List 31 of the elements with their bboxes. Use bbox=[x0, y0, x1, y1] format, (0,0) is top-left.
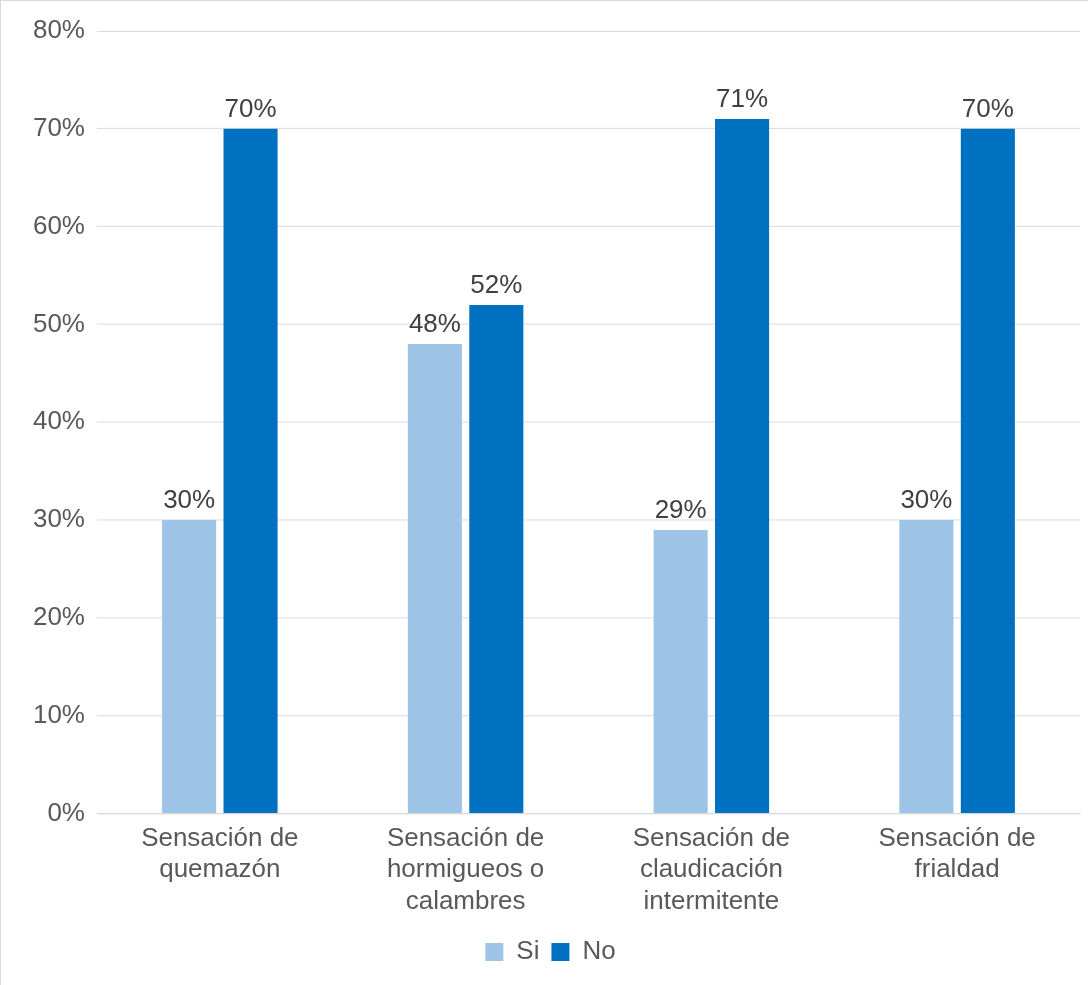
y-tick-label: 40% bbox=[32, 405, 85, 436]
bar bbox=[715, 119, 770, 814]
data-label: 30% bbox=[900, 484, 953, 515]
legend-label: Si bbox=[516, 935, 540, 966]
y-tick-label: 30% bbox=[32, 503, 85, 534]
y-tick-label: 80% bbox=[32, 14, 85, 45]
data-label: 70% bbox=[224, 92, 277, 123]
bar bbox=[653, 529, 708, 814]
legend-label: No bbox=[582, 935, 616, 966]
bar bbox=[899, 520, 954, 814]
bar bbox=[223, 128, 278, 814]
data-label: 52% bbox=[470, 269, 523, 300]
x-tick-label: Sensación de claudicación intermitente bbox=[632, 822, 791, 915]
data-label: 30% bbox=[163, 484, 216, 515]
y-tick-label: 20% bbox=[32, 601, 85, 632]
y-tick-label: 10% bbox=[32, 698, 85, 729]
bar bbox=[162, 520, 217, 814]
data-label: 71% bbox=[716, 83, 769, 114]
bar bbox=[407, 344, 462, 814]
bar bbox=[469, 304, 524, 814]
bar bbox=[960, 128, 1015, 814]
data-label: 48% bbox=[408, 308, 461, 339]
x-tick-label: Sensación de frialdad bbox=[878, 822, 1036, 884]
y-tick-label: 70% bbox=[32, 111, 85, 142]
x-tick-label: Sensación de quemazón bbox=[141, 822, 299, 884]
y-tick-label: 0% bbox=[47, 796, 85, 827]
data-label: 70% bbox=[961, 92, 1014, 123]
data-label: 29% bbox=[654, 494, 707, 525]
y-tick-label: 50% bbox=[32, 307, 85, 338]
y-tick-label: 60% bbox=[32, 209, 85, 240]
x-tick-label: Sensación de hormigueos o calambres bbox=[386, 822, 545, 915]
